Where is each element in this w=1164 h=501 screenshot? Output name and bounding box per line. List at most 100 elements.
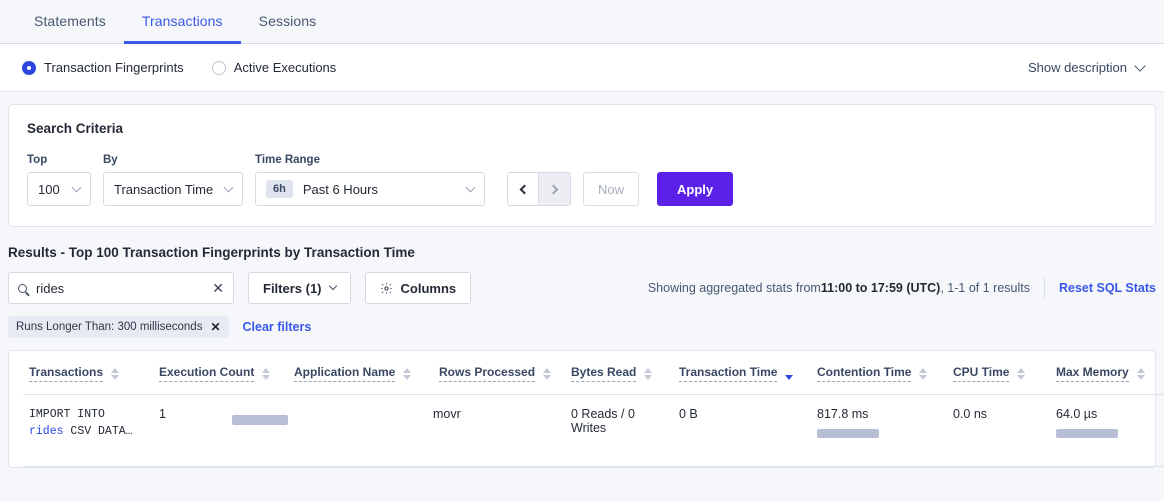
filter-chip[interactable]: Runs Longer Than: 300 milliseconds ✕ <box>8 316 229 338</box>
column-header-transactions-label: Transactions <box>29 365 104 382</box>
radio-active-executions-label: Active Executions <box>233 60 337 75</box>
now-button[interactable]: Now <box>583 172 639 206</box>
stats-time-range: 11:00 to 17:59 (UTC) <box>820 281 941 295</box>
remove-filter-icon[interactable]: ✕ <box>210 320 221 334</box>
filters-button[interactable]: Filters (1) <box>248 272 351 304</box>
sql-line-1: IMPORT INTO <box>29 408 105 421</box>
time-range-badge: 6h <box>266 180 293 198</box>
cell-bytes-read: 0 B <box>673 394 811 467</box>
results-table: Transactions Execution Count Application… <box>23 351 1164 467</box>
column-header-execution-count-label: Execution Count <box>159 365 255 382</box>
stats-suffix: , 1-1 of 1 results <box>940 281 1030 295</box>
columns-button[interactable]: Columns <box>364 272 472 304</box>
contention-time-value: 0.0 ns <box>953 407 988 421</box>
radio-unselected-icon <box>211 60 226 75</box>
search-criteria-title: Search Criteria <box>27 121 124 136</box>
sort-toggle[interactable] <box>111 367 120 380</box>
transaction-time-bar <box>817 429 879 438</box>
clear-search-icon[interactable]: ✕ <box>212 280 224 296</box>
column-header-transaction-time-label: Transaction Time <box>679 365 778 382</box>
cell-execution-count: 1 <box>153 394 288 467</box>
tab-transactions-label: Transactions <box>141 12 223 29</box>
column-header-contention-time-label: Contention Time <box>817 365 912 382</box>
table-body: IMPORT INTO rides CSV DATA… 1 movr 0 <box>23 394 1164 467</box>
radio-transaction-fingerprints-label: Transaction Fingerprints <box>44 60 184 75</box>
sort-toggle[interactable] <box>919 367 928 380</box>
tab-statements-label: Statements <box>34 12 106 29</box>
time-range-previous-button[interactable] <box>507 172 539 206</box>
time-range-next-button[interactable] <box>539 172 571 206</box>
reset-sql-stats-link[interactable]: Reset SQL Stats <box>1058 281 1156 295</box>
sort-toggle[interactable] <box>543 367 552 380</box>
sort-toggle-active[interactable] <box>785 367 794 380</box>
cell-transaction-sql[interactable]: IMPORT INTO rides CSV DATA… <box>23 394 153 467</box>
radio-selected-icon <box>22 60 36 75</box>
tab-statements[interactable]: Statements <box>16 0 124 44</box>
column-header-bytes-read-label: Bytes Read <box>571 365 637 382</box>
tab-transactions[interactable]: Transactions <box>123 0 241 44</box>
results-toolbar: rides ✕ Filters (1) Columns Showing aggr… <box>8 272 1156 304</box>
results-title: Results - Top 100 Transaction Fingerprin… <box>8 245 415 260</box>
apply-button[interactable]: Apply <box>657 172 734 206</box>
column-header-bytes-read[interactable]: Bytes Read <box>565 351 673 395</box>
execution-count-bar <box>232 415 288 425</box>
by-select[interactable]: Transaction Time <box>103 172 243 206</box>
sort-toggle[interactable] <box>403 367 412 380</box>
application-name-value: movr <box>433 407 461 421</box>
by-field: By Transaction Time <box>103 154 243 206</box>
chevron-down-icon <box>71 182 82 192</box>
search-criteria-fields: Top 100 By Transaction Time Time Range 6… <box>27 154 1137 206</box>
time-range-label: Time Range <box>255 154 320 166</box>
tab-sessions[interactable]: Sessions <box>241 0 335 44</box>
table-row[interactable]: IMPORT INTO rides CSV DATA… 1 movr 0 <box>23 394 1164 467</box>
results-table-card: Transactions Execution Count Application… <box>8 350 1164 468</box>
cell-application-name: movr <box>433 394 565 467</box>
column-header-transaction-time[interactable]: Transaction Time <box>673 351 811 395</box>
chevron-down-icon <box>1134 59 1146 72</box>
active-filters-row: Runs Longer Than: 300 milliseconds ✕ Cle… <box>8 316 1156 338</box>
chevron-down-icon <box>465 182 476 192</box>
column-header-cpu-time-label: CPU Time <box>953 365 1010 382</box>
column-header-application-name[interactable]: Application Name <box>288 351 433 395</box>
sql-text[interactable]: IMPORT INTO rides CSV DATA… <box>29 407 147 440</box>
table-head: Transactions Execution Count Application… <box>23 351 1164 395</box>
radio-transaction-fingerprints[interactable]: Transaction Fingerprints <box>22 60 184 75</box>
sort-toggle[interactable] <box>1136 367 1145 380</box>
radio-active-executions[interactable]: Active Executions <box>211 60 337 75</box>
search-criteria-card: Search Criteria Top 100 By Transaction T… <box>8 104 1156 227</box>
column-header-rows-processed-label: Rows Processed <box>439 365 536 382</box>
column-header-contention-time[interactable]: Contention Time <box>811 351 947 395</box>
column-header-cpu-time[interactable]: CPU Time <box>947 351 1050 395</box>
by-label: By <box>103 154 118 166</box>
show-description-label: Show description <box>1028 60 1127 75</box>
bytes-read-value: 0 B <box>679 407 698 421</box>
search-input-value: rides <box>36 280 65 296</box>
show-description-toggle[interactable]: Show description <box>1028 59 1146 75</box>
cell-execution-count-bar <box>232 394 433 467</box>
top-value: 100 <box>38 181 60 197</box>
chevron-right-icon <box>548 184 558 194</box>
column-header-max-memory[interactable]: Max Memory <box>1050 351 1164 395</box>
time-range-nav <box>507 172 571 206</box>
cell-cpu-time: 64.0 µs <box>1050 394 1164 467</box>
search-input[interactable]: rides ✕ <box>8 272 234 304</box>
sort-toggle[interactable] <box>644 367 653 380</box>
sort-toggle[interactable] <box>262 367 271 380</box>
top-label: Top <box>27 154 48 166</box>
top-select[interactable]: 100 <box>27 172 91 206</box>
column-header-transactions[interactable]: Transactions <box>23 351 153 395</box>
time-range-value: Past 6 Hours <box>302 181 378 197</box>
chevron-left-icon <box>519 184 530 194</box>
tab-sessions-label: Sessions <box>258 12 317 29</box>
time-range-field: Time Range 6h Past 6 Hours <box>255 154 485 206</box>
time-range-select[interactable]: 6h Past 6 Hours <box>255 172 485 206</box>
sort-toggle[interactable] <box>1017 367 1026 380</box>
execution-count-value: 1 <box>159 407 166 421</box>
column-header-execution-count[interactable]: Execution Count <box>153 351 288 395</box>
search-icon <box>18 283 27 293</box>
column-header-max-memory-label: Max Memory <box>1056 365 1129 382</box>
clear-filters-link[interactable]: Clear filters <box>242 320 312 334</box>
chevron-down-icon <box>328 281 337 291</box>
column-header-rows-processed[interactable]: Rows Processed <box>433 351 565 395</box>
rows-processed-value: 0 Reads / 0 Writes <box>571 407 635 435</box>
